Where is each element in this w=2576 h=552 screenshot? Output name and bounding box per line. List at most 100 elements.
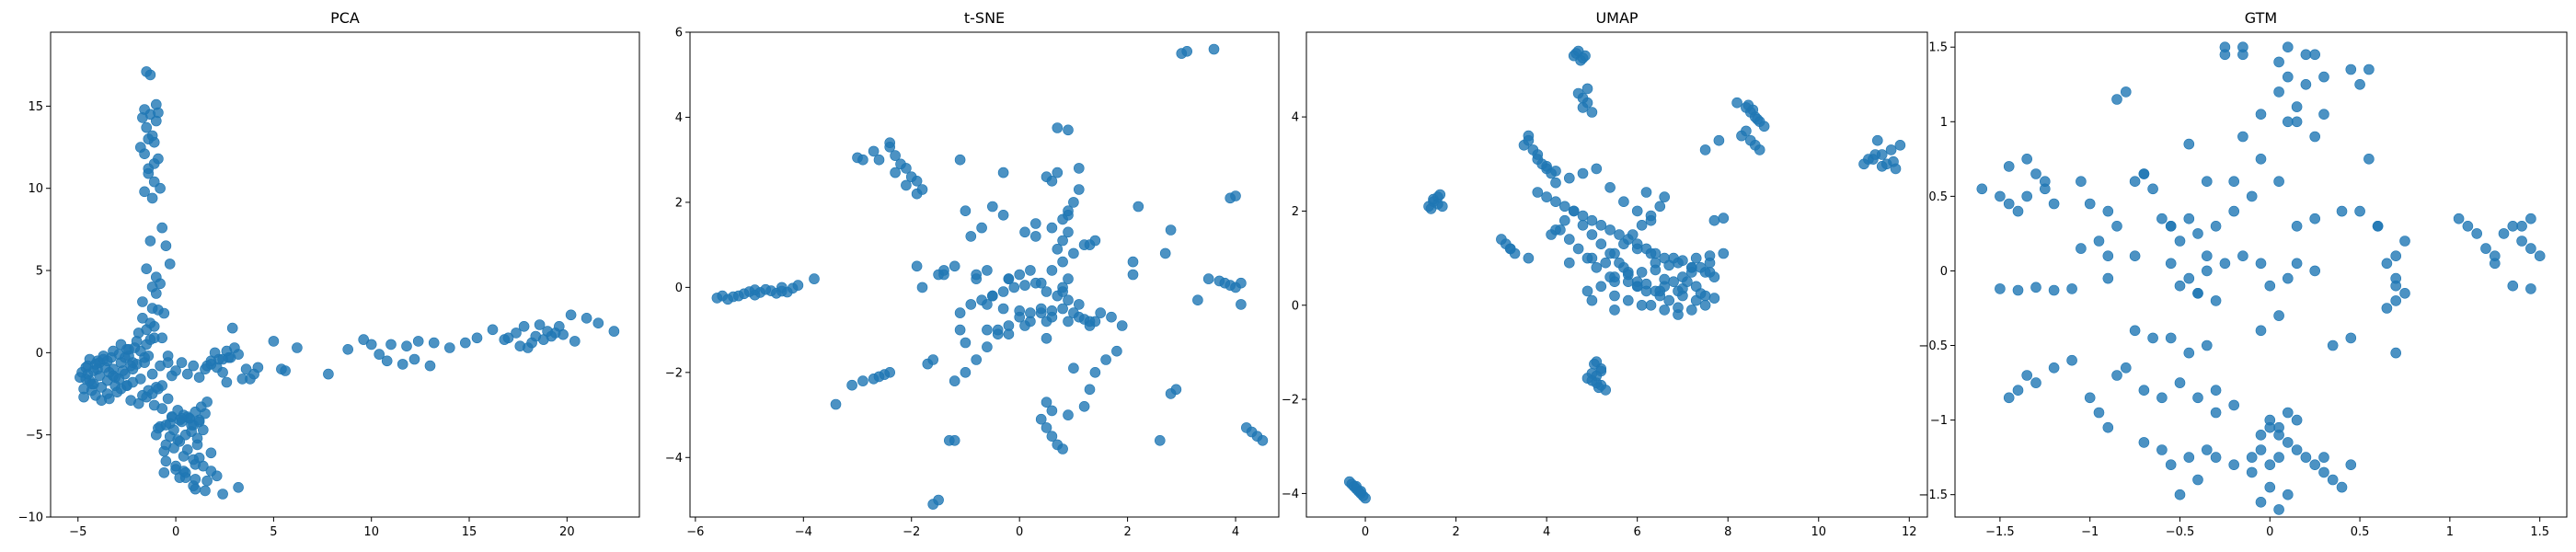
data-point <box>2219 41 2231 53</box>
data-point <box>2084 392 2096 404</box>
data-point <box>1885 144 1897 155</box>
data-point <box>2012 385 2024 397</box>
data-point <box>2372 221 2384 232</box>
data-point <box>982 341 993 352</box>
chart-title: GTM <box>2245 9 2277 27</box>
data-point <box>2138 168 2150 179</box>
data-point <box>1604 247 1616 259</box>
data-point <box>193 372 205 384</box>
data-point <box>2210 221 2222 232</box>
data-point <box>1668 276 1679 288</box>
data-point <box>927 354 939 365</box>
data-point <box>868 145 880 157</box>
data-point <box>2264 414 2276 426</box>
data-point <box>1699 267 1711 278</box>
data-point <box>1127 256 1139 268</box>
data-point <box>997 303 1009 315</box>
y-tick-label: −2 <box>665 366 683 380</box>
data-point <box>2121 86 2132 98</box>
data-point <box>1577 220 1589 231</box>
data-point <box>1014 269 1025 281</box>
data-point <box>1030 231 1041 242</box>
data-point <box>2300 49 2312 61</box>
data-point <box>2291 414 2303 426</box>
data-point <box>1686 261 1697 273</box>
data-point <box>1068 247 1079 259</box>
data-point <box>209 347 221 359</box>
data-point <box>2462 221 2474 232</box>
y-tick-label: 4 <box>675 111 683 125</box>
data-point <box>1127 269 1139 281</box>
x-tick-label: 1 <box>2446 525 2454 539</box>
data-point <box>1003 273 1015 284</box>
y-tick-label: 1.5 <box>1928 41 1948 55</box>
data-point <box>938 265 949 276</box>
data-point <box>1523 130 1535 142</box>
data-point <box>565 309 577 321</box>
data-point <box>1019 320 1030 331</box>
data-point <box>1591 261 1603 273</box>
data-point <box>1663 294 1674 306</box>
data-point <box>1758 121 1770 132</box>
data-point <box>1074 311 1085 323</box>
data-point <box>459 337 471 349</box>
data-point <box>1014 305 1025 316</box>
data-point <box>158 466 170 478</box>
data-point <box>2255 258 2267 270</box>
data-point <box>2300 452 2312 463</box>
data-point <box>1690 252 1702 264</box>
data-point <box>170 365 181 376</box>
y-tick-label: 4 <box>1292 111 1299 125</box>
data-point <box>514 340 526 352</box>
data-point <box>502 332 514 344</box>
data-point <box>1046 405 1058 417</box>
data-point <box>1704 250 1716 261</box>
data-point <box>857 154 868 166</box>
x-tick-label: −4 <box>795 525 812 539</box>
data-point <box>2327 339 2339 351</box>
data-point <box>156 222 167 234</box>
data-point <box>2309 49 2320 61</box>
data-point <box>1257 434 1269 446</box>
y-tick-label: 0 <box>1940 265 1948 279</box>
data-point <box>2237 131 2248 143</box>
data-point <box>2183 347 2195 359</box>
data-point <box>1564 172 1575 184</box>
data-point <box>2202 250 2213 262</box>
chart-panel-gtm: GTM −1.5 −1 −0.5 0 0.5 1 1.5 −1.5 −1 −0.5 0 0.5 1 1.5 <box>1918 9 2568 539</box>
y-tick-label: −10 <box>18 512 43 525</box>
data-point <box>2255 496 2267 508</box>
data-point <box>137 112 148 123</box>
data-point <box>131 336 143 347</box>
data-point <box>2102 272 2114 284</box>
data-point <box>2030 282 2041 293</box>
data-point <box>960 337 972 349</box>
data-point <box>108 370 119 382</box>
data-point <box>1699 299 1711 311</box>
data-point <box>1046 305 1058 316</box>
data-point <box>1041 397 1052 408</box>
data-point <box>1063 316 1074 328</box>
data-point <box>84 374 96 386</box>
data-point <box>365 339 377 351</box>
data-point <box>537 334 549 345</box>
data-point <box>1640 278 1652 290</box>
data-point <box>2309 131 2320 143</box>
data-point <box>1532 187 1544 198</box>
data-point <box>200 408 211 420</box>
data-point <box>158 307 170 319</box>
x-tick-label: 6 <box>1634 525 1641 539</box>
data-point <box>1202 273 1214 284</box>
data-point <box>987 290 998 302</box>
data-point <box>1068 197 1079 208</box>
data-point <box>182 368 193 380</box>
data-point <box>2066 354 2077 366</box>
data-point <box>2147 183 2158 195</box>
x-tick-label: 0 <box>1362 525 1369 539</box>
data-point <box>2147 332 2158 344</box>
data-point <box>2291 258 2303 270</box>
scatter-points <box>1976 41 2546 515</box>
data-point <box>240 363 252 375</box>
data-point <box>1035 303 1047 315</box>
data-point <box>1654 201 1666 213</box>
